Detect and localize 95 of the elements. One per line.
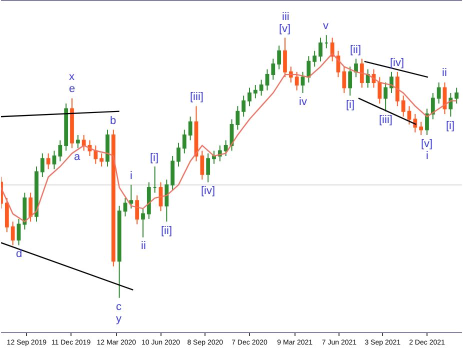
candlestick [436, 82, 441, 104]
annotation: [v] [279, 23, 291, 35]
candlestick [360, 58, 364, 88]
candlestick [283, 37, 287, 78]
annotation: [ii] [161, 225, 172, 237]
candlestick [4, 198, 9, 233]
candlestick [94, 144, 98, 164]
candlestick [164, 179, 169, 222]
annotation: [iii] [190, 91, 204, 103]
candlestick [366, 68, 370, 88]
candlestick [378, 76, 382, 104]
candlestick [123, 198, 128, 217]
candlestick [170, 155, 175, 191]
annotation: x [69, 71, 75, 83]
candlestick [82, 134, 86, 152]
candlestick [271, 58, 276, 80]
annotation: [i] [346, 99, 355, 111]
candlestick [52, 150, 56, 170]
candlestick [206, 152, 210, 183]
candlestick [111, 129, 116, 267]
annotation: ii [141, 240, 146, 252]
candlestick [58, 140, 62, 162]
candlestick [135, 194, 140, 225]
candlestick [348, 66, 352, 96]
candlestick [76, 134, 80, 149]
annotation: [iii] [379, 114, 392, 126]
candlestick [117, 205, 122, 298]
candlestick [288, 66, 293, 83]
candlestick [407, 106, 412, 125]
annotation: c [116, 301, 122, 313]
candlestick [324, 34, 328, 49]
candlestick [10, 221, 15, 246]
candlestick [22, 192, 27, 230]
candlestick [40, 152, 44, 178]
candlestick [212, 150, 216, 164]
candlestick [300, 71, 305, 94]
candlestick [64, 102, 68, 152]
annotation: [iv] [390, 57, 404, 69]
annotation: [ii] [350, 44, 361, 56]
candlestick [425, 108, 429, 136]
candlestick [106, 129, 110, 167]
candlestick [182, 129, 186, 154]
annotation: d [16, 248, 22, 260]
candlestick [277, 45, 282, 70]
candlestick [188, 116, 192, 141]
candlestick [236, 106, 240, 130]
candlestick [46, 152, 50, 170]
candlestick [253, 84, 258, 99]
candlestick [259, 79, 264, 96]
candlestick [70, 98, 74, 149]
candlestick [100, 152, 104, 167]
candlestick [401, 95, 406, 118]
candlestick [16, 218, 21, 246]
annotation: [iv] [201, 185, 216, 197]
candlestick [224, 140, 228, 156]
candlestick [354, 58, 358, 78]
annotation: e [69, 83, 76, 95]
candlestick [390, 71, 394, 94]
candlestick [176, 142, 180, 167]
candlestick [141, 208, 145, 238]
candlestick [384, 82, 388, 112]
candlestick [152, 166, 157, 194]
annotation: v [323, 20, 329, 32]
candlestick [265, 68, 270, 91]
candlestick [194, 106, 198, 162]
annotation: i [130, 170, 132, 182]
candlestick [395, 71, 400, 107]
candlestick [448, 92, 453, 118]
candlestick [312, 50, 317, 68]
candlestick [430, 92, 435, 120]
candlestick [248, 87, 252, 107]
annotation: i [426, 150, 428, 162]
candlestick [34, 166, 38, 222]
candlestick [454, 87, 459, 104]
candlestick [242, 95, 246, 118]
candlestick [200, 150, 204, 180]
candlestick [318, 37, 322, 62]
candlestick [306, 56, 311, 83]
candlestick [158, 182, 163, 212]
candlestick [146, 182, 151, 220]
annotation: [v] [421, 138, 433, 150]
annotation: iv [299, 96, 308, 108]
annotation: [i] [446, 120, 455, 132]
annotation: b [110, 115, 116, 127]
candlestick [342, 66, 346, 94]
candlestick [129, 184, 134, 210]
candlestick [419, 121, 424, 136]
annotation: y [116, 313, 122, 325]
candlestick [413, 113, 418, 133]
annotation: [i] [150, 152, 159, 164]
annotation: a [74, 151, 81, 163]
candlestick [28, 192, 33, 222]
annotation: ii [442, 67, 447, 79]
annotation: iii [282, 11, 290, 23]
candlestick [294, 71, 299, 91]
